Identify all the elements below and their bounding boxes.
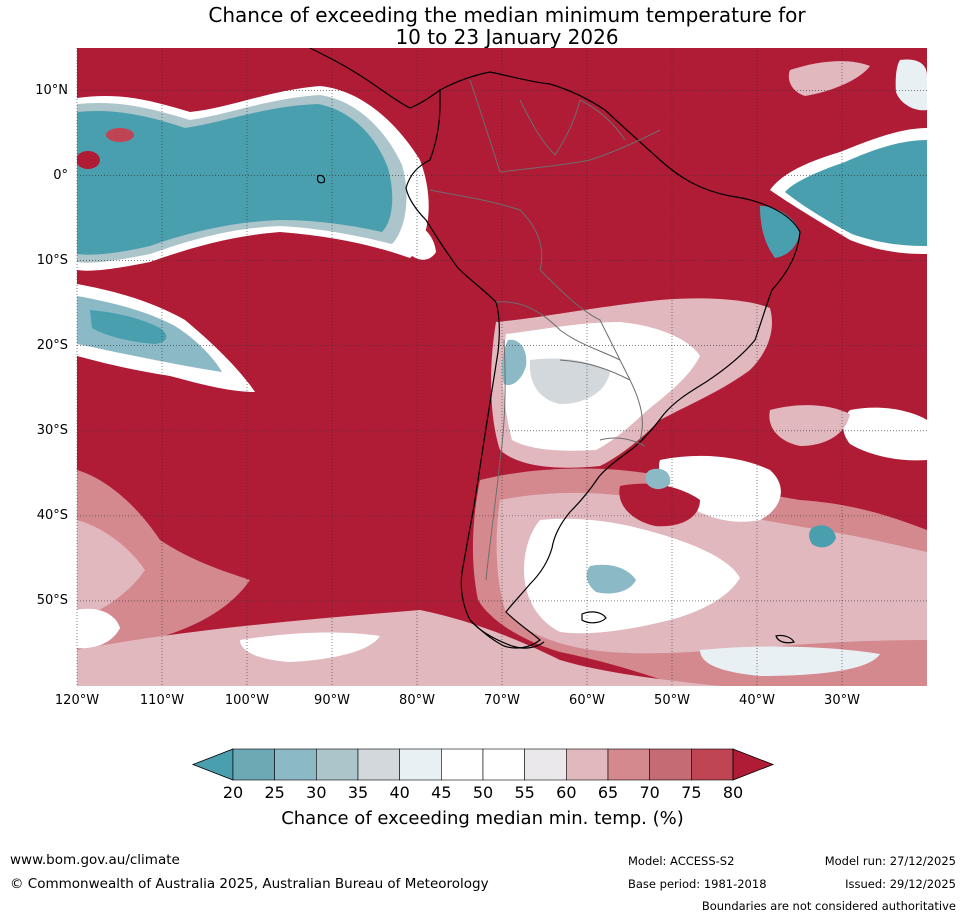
sw-pacific-light-region	[77, 520, 145, 620]
colorbar-tick-label: 40	[389, 783, 410, 802]
map-title: Chance of exceeding the median minimum t…	[0, 4, 965, 48]
south-atlantic-blue-patch	[645, 468, 671, 490]
colorbar-tick-label: 60	[556, 783, 577, 802]
colorbar-segment	[691, 748, 734, 781]
lat-tick-label: 30°S	[36, 422, 68, 438]
colorbar-tick-label: 55	[514, 783, 535, 802]
footer-disclaimer: Boundaries are not considered authoritat…	[701, 899, 956, 913]
peru-coast-white	[403, 224, 436, 260]
south-pacific-pink-strip	[77, 610, 720, 686]
title-line-2: 10 to 23 January 2026	[395, 25, 619, 49]
colorbar	[191, 748, 775, 781]
footer-model: Model: ACCESS-S2	[628, 854, 735, 868]
pacific-red-patch	[77, 151, 100, 169]
colorbar-tick-label: 75	[681, 783, 702, 802]
lon-tick-label: 30°W	[824, 693, 860, 708]
lat-tick-label: 50°S	[36, 592, 68, 608]
colorbar-segment	[566, 748, 609, 781]
footer-model-run: Model run: 27/12/2025	[824, 854, 956, 868]
colorbar-segment	[274, 748, 317, 781]
lat-tick-label: 40°S	[36, 507, 68, 523]
falklands-coast	[581, 611, 607, 624]
colorbar-tick-label: 20	[222, 783, 244, 802]
border-line	[519, 99, 581, 156]
border-line	[499, 129, 661, 173]
colorbar-tick-label: 80	[722, 783, 744, 802]
title-line-1: Chance of exceeding the median minimum t…	[208, 3, 806, 27]
atlantic-blue-region	[785, 140, 927, 246]
pacific-red-patch	[106, 128, 134, 142]
south-georgia-coast	[775, 634, 795, 644]
south-america-coast	[405, 71, 801, 649]
border-line	[599, 437, 646, 447]
south-atlantic-blue-patch	[586, 564, 636, 594]
galapagos-coast	[316, 174, 326, 184]
colorbar-segment	[649, 748, 692, 781]
colorbar-tick-label: 45	[431, 783, 452, 802]
south-pacific-white-strip	[240, 632, 380, 662]
colorbar-segment	[607, 748, 650, 781]
lon-tick-label: 80°W	[399, 693, 435, 708]
border-line	[485, 339, 506, 581]
south-pacific-white-strip	[700, 646, 880, 676]
south-atlantic-blue-patch	[809, 525, 836, 548]
lon-tick-label: 60°W	[569, 693, 605, 708]
footer-issued: Issued: 29/12/2025	[845, 877, 956, 891]
lat-tick-label: 10°S	[36, 252, 68, 268]
footer-website: www.bom.gov.au/climate	[10, 852, 180, 868]
lon-tick-label: 110°W	[139, 693, 185, 708]
central-america-coast	[309, 48, 441, 109]
colorbar-title: Chance of exceeding median min. temp. (%…	[281, 808, 684, 829]
colorbar-extend-low	[191, 748, 234, 781]
map-gridlines	[76, 48, 927, 686]
colorbar-segment	[232, 748, 275, 781]
central-sa-blue-patch	[501, 339, 527, 386]
south-pacific-blue-core	[90, 310, 167, 344]
east-atlantic-white-patch	[843, 407, 927, 461]
colorbar-tick-label: 35	[347, 783, 369, 802]
lon-tick-label: 90°W	[314, 693, 350, 708]
lon-tick-label: 50°W	[654, 693, 690, 708]
south-atlantic-red-patch	[619, 483, 700, 527]
country-borders	[429, 79, 661, 581]
colorbar-segment	[524, 748, 567, 781]
colorbar-tick-label: 65	[597, 783, 619, 802]
east-atlantic-pink-patch	[769, 405, 850, 446]
colorbar-extend-high	[732, 748, 775, 781]
lon-tick-label: 100°W	[224, 693, 270, 708]
map-field	[77, 48, 927, 686]
sw-pacific-pink-region	[77, 470, 250, 664]
colorbar-segment	[482, 748, 525, 781]
colorbar-tick-label: 50	[472, 783, 494, 802]
colorbar-tick-label: 70	[639, 783, 660, 802]
coastlines	[309, 48, 801, 649]
lat-tick-label: 10°N	[35, 82, 68, 98]
colorbar-tick-label: 25	[264, 783, 285, 802]
lon-tick-label: 70°W	[484, 693, 520, 708]
border-line	[495, 301, 621, 361]
border-line	[429, 189, 543, 271]
sw-pacific-white-patch	[77, 608, 120, 649]
lat-tick-label: 20°S	[36, 337, 68, 353]
colorbar-segment	[399, 748, 442, 781]
border-line	[579, 99, 626, 141]
colorbar-segment	[357, 748, 400, 781]
footer-base-period: Base period: 1981-2018	[628, 877, 767, 891]
border-line	[469, 79, 501, 173]
central-sa-grey-patch	[529, 358, 610, 404]
ne-pale-patch	[895, 59, 927, 111]
pacific-blue-tongue	[77, 104, 393, 255]
colorbar-segment	[441, 748, 484, 781]
border-line	[539, 269, 631, 381]
lon-tick-label: 40°W	[739, 693, 775, 708]
lat-tick-label: 0°	[53, 167, 68, 183]
colorbar-segment	[316, 748, 359, 781]
tierra-del-fuego-coast	[469, 619, 545, 649]
ne-pale-patch	[788, 61, 870, 96]
footer-copyright: © Commonwealth of Australia 2025, Austra…	[10, 876, 489, 892]
colorbar-tick-label: 30	[306, 783, 327, 802]
border-line	[559, 359, 643, 441]
lon-tick-label: 120°W	[54, 693, 100, 708]
